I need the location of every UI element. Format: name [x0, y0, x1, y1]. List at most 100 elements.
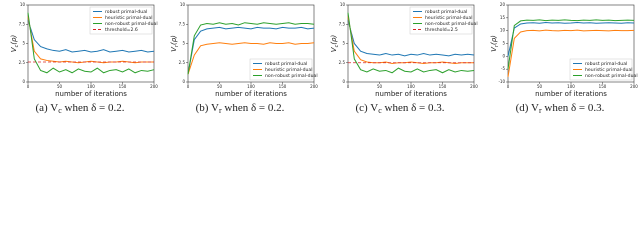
caption-suffix: when δ = 0.2.: [62, 102, 125, 114]
y-axis-label-rest: (ρ): [490, 35, 498, 45]
series-line: [347, 16, 474, 65]
x-tick-label: 150: [599, 84, 607, 89]
x-tick-label: 0: [347, 84, 350, 89]
y-axis-label: Vr(ρ): [170, 35, 180, 52]
x-tick-label: 0: [27, 84, 30, 89]
legend-label: robust primal-dual: [105, 9, 147, 15]
y-axis-label-sub: c: [14, 44, 20, 47]
y-axis-label-main: V: [10, 46, 18, 52]
series-line: [27, 20, 155, 53]
x-tick-label: 50: [217, 84, 223, 89]
x-tick-label: 0: [187, 84, 190, 89]
y-axis-label-sub: r: [494, 44, 500, 47]
caption-suffix: when δ = 0.2.: [222, 102, 285, 114]
caption-sub: r: [539, 106, 542, 115]
y-tick-label: 10: [500, 28, 506, 33]
x-tick-label: 200: [470, 84, 478, 89]
caption: (b) Vr when δ = 0.2.: [196, 102, 285, 115]
y-axis-label-rest: (ρ): [170, 35, 178, 45]
x-tick-label: 200: [630, 84, 638, 89]
x-tick-label: 50: [377, 84, 383, 89]
legend-label: heuristic primal-dual: [585, 67, 633, 73]
x-tick-label: 0: [507, 84, 510, 89]
series-line: [507, 19, 635, 70]
legend-label: non-robust primal-dual: [265, 73, 318, 79]
y-tick-label: 5: [342, 41, 345, 46]
y-axis-label-main: V: [170, 46, 178, 52]
y-tick-label: 7.5: [19, 21, 26, 26]
caption-prefix: (b) V: [196, 102, 219, 114]
y-tick-label: 2.5: [339, 60, 346, 65]
y-tick-label: 10: [180, 2, 186, 7]
y-tick-label: 7.5: [339, 21, 346, 26]
x-axis-label: number of iterations: [535, 90, 607, 98]
legend-label: threshold=2.5: [425, 27, 458, 33]
series-line: [347, 12, 475, 74]
y-axis-label-sub: c: [334, 44, 340, 47]
series-line: [507, 29, 635, 77]
legend-box: [569, 58, 633, 81]
caption: (d) Vr when δ = 0.3.: [516, 102, 605, 115]
series-line: [27, 16, 154, 64]
legend-label: heuristic primal-dual: [265, 67, 313, 73]
y-axis-label-rest: (ρ): [330, 35, 338, 45]
series-line: [27, 12, 155, 74]
series-line: [187, 42, 315, 75]
legend-label: robust primal-dual: [425, 9, 467, 15]
y-tick-label: 10: [20, 2, 26, 7]
series-line: [187, 22, 315, 75]
x-tick-label: 150: [439, 84, 447, 89]
y-tick-label: 7.5: [179, 21, 186, 26]
y-tick-label: -10: [498, 79, 505, 84]
y-tick-label: 0: [342, 79, 345, 84]
series-line: [507, 21, 635, 57]
x-tick-label: 150: [279, 84, 287, 89]
y-tick-label: 0: [22, 79, 25, 84]
y-tick-label: 2.5: [179, 60, 186, 65]
y-axis-label-rest: (ρ): [10, 35, 18, 45]
y-axis-label-sub: r: [174, 44, 180, 47]
x-axis-label: number of iterations: [375, 90, 447, 98]
y-tick-label: 2.5: [19, 60, 26, 65]
caption-prefix: (d) V: [516, 102, 539, 114]
x-tick-label: 100: [247, 84, 255, 89]
x-tick-label: 100: [567, 84, 575, 89]
x-tick-label: 100: [87, 84, 95, 89]
legend-label: non-robust primal-dual: [425, 21, 478, 27]
legend-label: heuristic primal-dual: [425, 15, 473, 21]
y-axis-label-main: V: [490, 46, 498, 52]
x-tick-label: 100: [407, 84, 415, 89]
x-axis-label: number of iterations: [215, 90, 287, 98]
y-tick-label: -5: [501, 66, 505, 71]
y-tick-label: 20: [500, 2, 506, 7]
x-tick-label: 50: [57, 84, 63, 89]
y-tick-label: 5: [22, 41, 25, 46]
series-line: [187, 26, 315, 75]
caption: (c) Vc when δ = 0.3.: [356, 102, 445, 115]
legend-label: robust primal-dual: [265, 61, 307, 67]
y-tick-label: 10: [340, 2, 346, 7]
caption-sub: r: [219, 106, 222, 115]
x-tick-label: 200: [310, 84, 318, 89]
caption-sub: c: [378, 106, 382, 115]
legend-label: robust primal-dual: [585, 61, 627, 67]
y-axis-label: Vc(ρ): [330, 35, 340, 53]
y-tick-label: 15: [500, 15, 506, 20]
y-axis-label-main: V: [330, 46, 338, 52]
y-tick-label: 5: [182, 41, 185, 46]
caption-suffix: when δ = 0.3.: [542, 102, 605, 114]
y-tick-label: 5: [502, 41, 505, 46]
legend-label: heuristic primal-dual: [105, 15, 153, 21]
series-line: [347, 20, 475, 57]
x-tick-label: 200: [150, 84, 158, 89]
y-tick-label: 0: [182, 79, 185, 84]
legend-box: [249, 58, 313, 81]
y-axis-label: Vr(ρ): [490, 35, 500, 52]
x-axis-label: number of iterations: [55, 90, 127, 98]
y-tick-label: 0: [502, 53, 505, 58]
legend-label: non-robust primal-dual: [105, 21, 158, 27]
y-axis-label: Vc(ρ): [10, 35, 20, 53]
caption-suffix: when δ = 0.3.: [382, 102, 445, 114]
legend-label: non-robust primal-dual: [585, 73, 638, 79]
